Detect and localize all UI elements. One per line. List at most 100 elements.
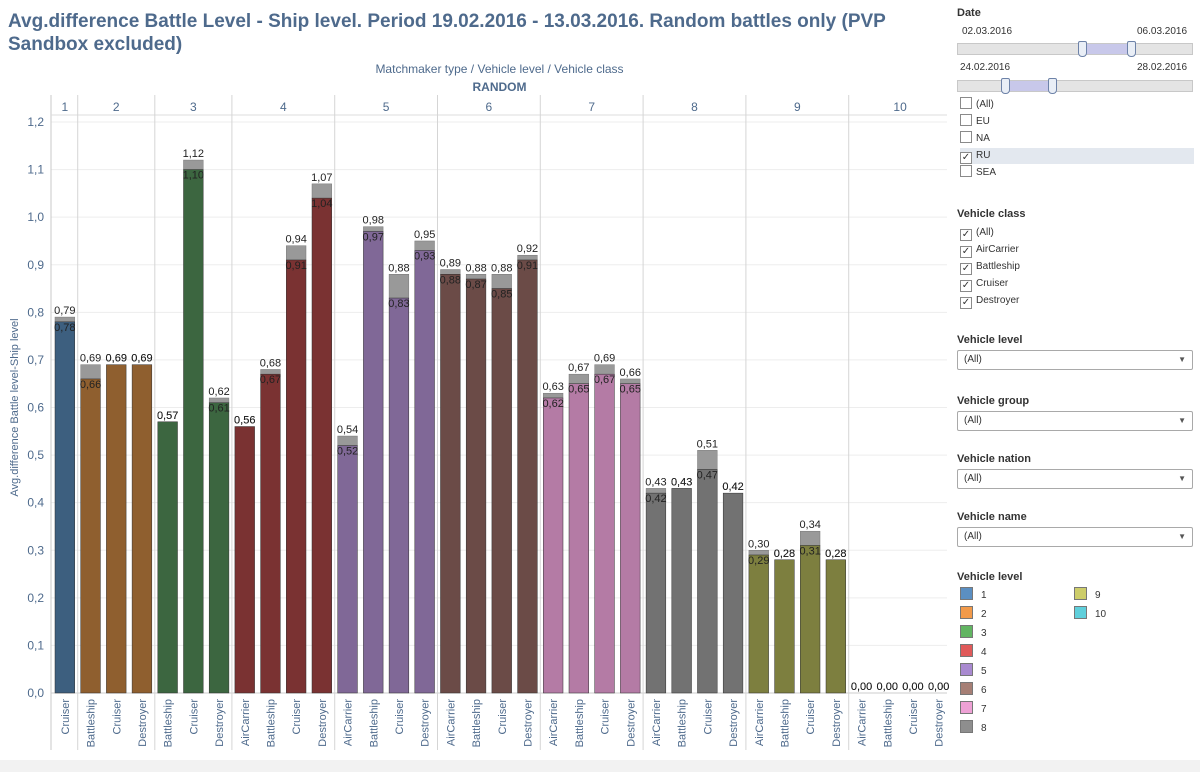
region-option[interactable]: ✓ RU [960,148,1194,164]
vehicle-class-option[interactable]: ✓ Destroyer [960,293,1019,309]
vehicle-class-option[interactable]: ✓ (All) [960,225,994,241]
bar-top-segment [491,274,512,289]
dropdown-value: (All) [964,354,982,365]
legend-label: 2 [981,609,987,620]
region-option-label: NA [976,133,990,144]
region-option[interactable]: EU [960,114,990,130]
x-tick-label: Destroyer [728,699,740,747]
y-tick-label: 0,2 [27,591,44,605]
region-checkbox[interactable] [960,131,972,143]
bar [517,259,538,694]
legend-label: 9 [1095,590,1101,601]
data-label-base: 0,65 [568,384,589,396]
vehicle-class-checkbox[interactable]: ✓ [960,229,972,241]
legend-item[interactable]: 5 [960,663,987,677]
data-label-base: 0,87 [465,279,486,291]
data-label-top: 0,69 [106,353,127,365]
date2-from: 24.02.2016 [960,62,1011,73]
y-tick-label: 0,9 [27,258,44,272]
data-label-top: 0,79 [54,305,75,317]
vehicle-class-option[interactable]: ✓ AirCarrier [960,242,1019,258]
region-checkbox[interactable] [960,97,972,109]
footer-bar [0,760,1200,772]
date2-slider-handle-start[interactable] [1000,78,1010,94]
legend-title: Vehicle level [957,571,1023,583]
region-checkbox[interactable] [960,165,972,177]
legend-item[interactable]: 6 [960,682,987,696]
region-option[interactable]: SEA [960,165,996,181]
bar [131,364,153,694]
data-label-base: 1,10 [183,170,204,182]
y-tick-label: 0,6 [27,401,44,415]
vehicle-class-option[interactable]: ✓ Battleship [960,259,1020,275]
level-header: 2 [113,100,120,114]
region-option[interactable]: NA [960,131,990,147]
region-option-label: SEA [976,167,997,178]
data-label-base: 0,93 [414,250,435,262]
legend-item[interactable]: 7 [960,701,987,715]
x-tick-label: Destroyer [214,699,226,747]
filter-dropdown[interactable]: (All) ▼ [957,469,1193,489]
bar [774,559,795,694]
y-tick-label: 0,3 [27,543,44,557]
region-checkbox[interactable]: ✓ [960,152,972,164]
bar [337,445,358,694]
legend-item[interactable]: 9 [1074,587,1101,601]
data-label-base: 0,28 [774,548,795,560]
date-slider-handle-start[interactable] [1078,41,1088,57]
legend-item[interactable]: 8 [960,720,987,734]
data-label-top: 0,54 [337,424,358,436]
data-label-base: 0,88 [440,274,461,286]
filter-dropdown[interactable]: (All) ▼ [957,411,1193,431]
bar-top-segment [286,245,307,261]
bar [183,169,204,694]
bar [363,231,384,694]
bar [106,364,127,694]
vehicle-class-checkbox[interactable]: ✓ [960,297,972,309]
bar-top-segment [594,364,615,375]
x-tick-label: Destroyer [831,699,843,747]
date-slider[interactable] [957,41,1193,57]
date-slider-handle-end[interactable] [1127,41,1137,57]
bar [388,297,410,694]
legend-item[interactable]: 2 [960,606,987,620]
date2-slider[interactable] [957,78,1193,94]
legend-item[interactable]: 3 [960,625,987,639]
vehicle-class-checkbox[interactable]: ✓ [960,263,972,275]
date2-slider-handle-end[interactable] [1047,78,1057,94]
region-checkbox[interactable] [960,114,972,126]
vehicle-class-option[interactable]: ✓ Cruiser [960,276,1008,292]
data-label-base: 0,66 [80,379,101,391]
x-tick-label: Battleship [677,699,689,747]
region-option[interactable]: (All) [960,97,994,113]
bar [825,559,846,694]
data-label-top: 0,69 [131,353,152,365]
legend-item[interactable]: 1 [960,587,987,601]
data-label-base: 0,78 [54,322,75,334]
bar [234,426,255,694]
filter-dropdown[interactable]: (All) ▼ [957,527,1193,547]
filter-dropdown[interactable]: (All) ▼ [957,350,1193,370]
data-label-top: 0,00 [902,681,923,693]
data-label-top: 0,88 [491,262,512,274]
vehicle-class-checkbox[interactable]: ✓ [960,280,972,292]
legend-label: 4 [981,647,987,658]
vehicle-class-checkbox[interactable]: ✓ [960,246,972,258]
level-header: 6 [486,100,493,114]
bar [697,469,718,694]
data-label-base: 0,62 [542,398,563,410]
x-tick-label: Battleship [882,699,894,747]
x-tick-label: Battleship [86,699,98,747]
legend-item[interactable]: 10 [1074,606,1106,620]
x-tick-label: Cruiser [394,699,406,735]
data-label-top: 0,69 [80,353,101,365]
chevron-down-icon: ▼ [1178,532,1186,541]
bar-top-segment [800,530,821,546]
data-label-top: 0,57 [157,410,178,422]
legend-label: 1 [981,590,987,601]
x-tick-label: Destroyer [934,699,946,747]
chevron-down-icon: ▼ [1178,474,1186,483]
legend-item[interactable]: 4 [960,644,987,658]
bar-chart: 0,0 0,1 0,2 0,3 0,4 0,5 0,6 0,7 0,8 0,9 1,0 1,1 1,2 A… [9,95,949,750]
date-from: 02.03.2016 [962,26,1013,37]
